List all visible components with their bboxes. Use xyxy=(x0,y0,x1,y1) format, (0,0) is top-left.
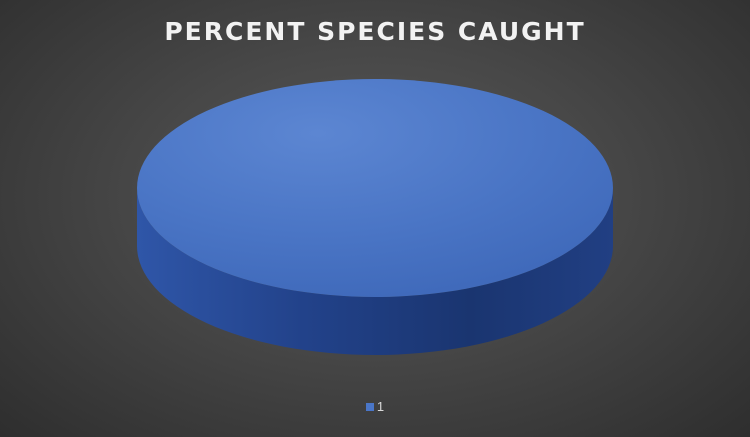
legend-swatch xyxy=(365,403,374,411)
chart-title: PERCENT SPECIES CAUGHT xyxy=(164,17,586,46)
legend: 1 xyxy=(0,399,750,415)
pie-slice[interactable] xyxy=(137,79,613,297)
legend-entry[interactable]: 1 xyxy=(365,399,385,415)
legend-label: 1 xyxy=(376,399,385,414)
pie-slice-side[interactable] xyxy=(137,188,613,355)
